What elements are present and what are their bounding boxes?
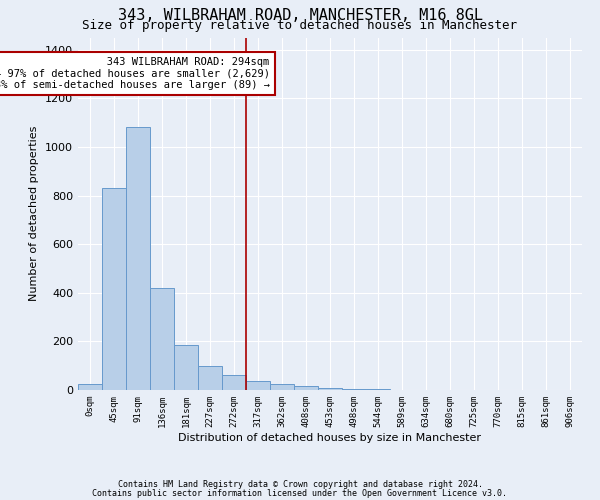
Text: Size of property relative to detached houses in Manchester: Size of property relative to detached ho… (83, 18, 517, 32)
X-axis label: Distribution of detached houses by size in Manchester: Distribution of detached houses by size … (179, 432, 482, 442)
Bar (150, 288, 174, 390)
Bar (294, 386, 318, 390)
Bar (246, 382, 270, 390)
Bar (318, 388, 342, 390)
Bar (198, 366, 222, 390)
Text: 343 WILBRAHAM ROAD: 294sqm
← 97% of detached houses are smaller (2,629)
3% of se: 343 WILBRAHAM ROAD: 294sqm ← 97% of deta… (0, 57, 269, 90)
Bar (270, 384, 294, 390)
Bar (126, 128, 150, 390)
Bar (174, 345, 198, 390)
Bar (342, 389, 366, 390)
Y-axis label: Number of detached properties: Number of detached properties (29, 126, 40, 302)
Text: 343, WILBRAHAM ROAD, MANCHESTER, M16 8GL: 343, WILBRAHAM ROAD, MANCHESTER, M16 8GL (118, 8, 482, 22)
Bar (78, 384, 102, 390)
Bar (102, 188, 126, 390)
Text: Contains public sector information licensed under the Open Government Licence v3: Contains public sector information licen… (92, 489, 508, 498)
Bar (366, 389, 390, 390)
Text: Contains HM Land Registry data © Crown copyright and database right 2024.: Contains HM Land Registry data © Crown c… (118, 480, 482, 489)
Bar (222, 376, 246, 390)
